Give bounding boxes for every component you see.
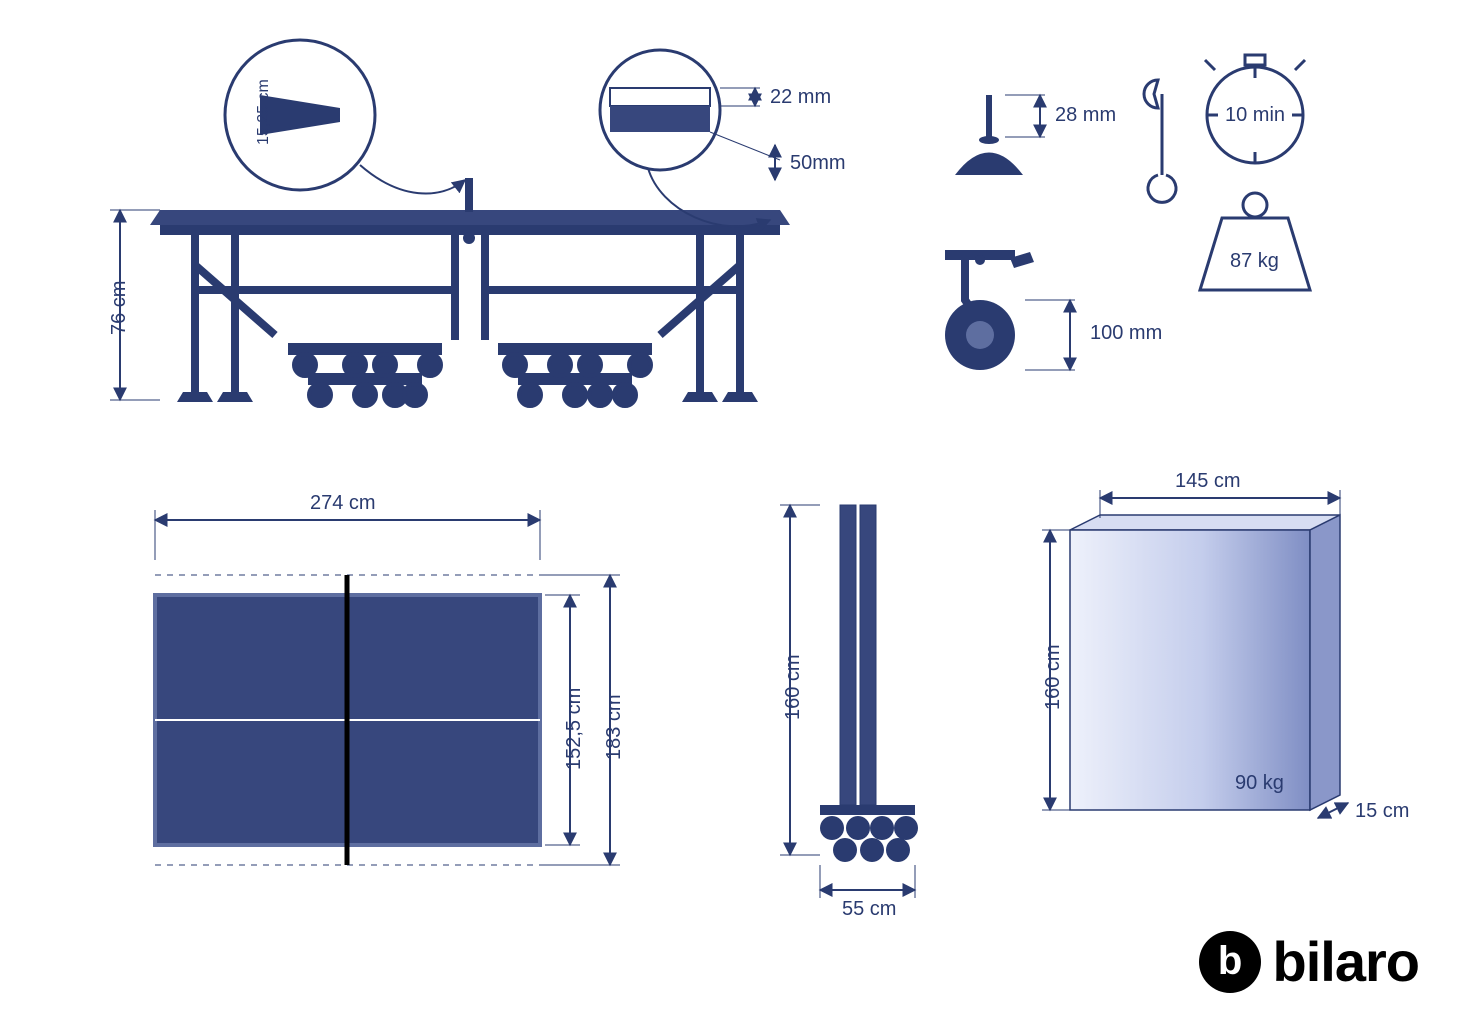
side-view — [110, 40, 790, 406]
top-totalwidth-label: 183 cm — [603, 694, 626, 760]
assembly-time — [1144, 55, 1305, 202]
foot-adjuster — [955, 95, 1045, 175]
top-playwidth-label: 152,5 cm — [563, 688, 586, 770]
side-height-label: 76 cm — [108, 281, 131, 335]
folded-base-label: 55 cm — [842, 898, 896, 921]
brand-logo: b bilaro — [1199, 929, 1419, 994]
pkg-depth-label: 15 cm — [1355, 800, 1409, 823]
package-box — [1042, 490, 1348, 818]
spec-diagram — [0, 0, 1479, 1024]
pkg-height-label: 160 cm — [1042, 644, 1065, 710]
caster-wheel — [945, 250, 1075, 370]
brand-name: bilaro — [1273, 929, 1419, 994]
edge-top-label: 22 mm — [770, 86, 831, 109]
brand-mark-icon: b — [1199, 931, 1261, 993]
caster-diameter-label: 100 mm — [1090, 322, 1162, 345]
pkg-width-label: 145 cm — [1175, 470, 1241, 493]
foot-adjuster-label: 28 mm — [1055, 104, 1116, 127]
pkg-gross-label: 90 kg — [1235, 772, 1284, 795]
assembly-time-label: 10 min — [1225, 104, 1285, 127]
edge-apron-label: 50mm — [790, 152, 846, 175]
top-view — [155, 510, 620, 865]
folded-height-label: 160 cm — [782, 654, 805, 720]
net-height-label: 15,25 cm — [255, 79, 273, 145]
weight-label: 87 kg — [1230, 250, 1279, 273]
top-length-label: 274 cm — [310, 492, 376, 515]
weight-icon — [1200, 193, 1310, 290]
